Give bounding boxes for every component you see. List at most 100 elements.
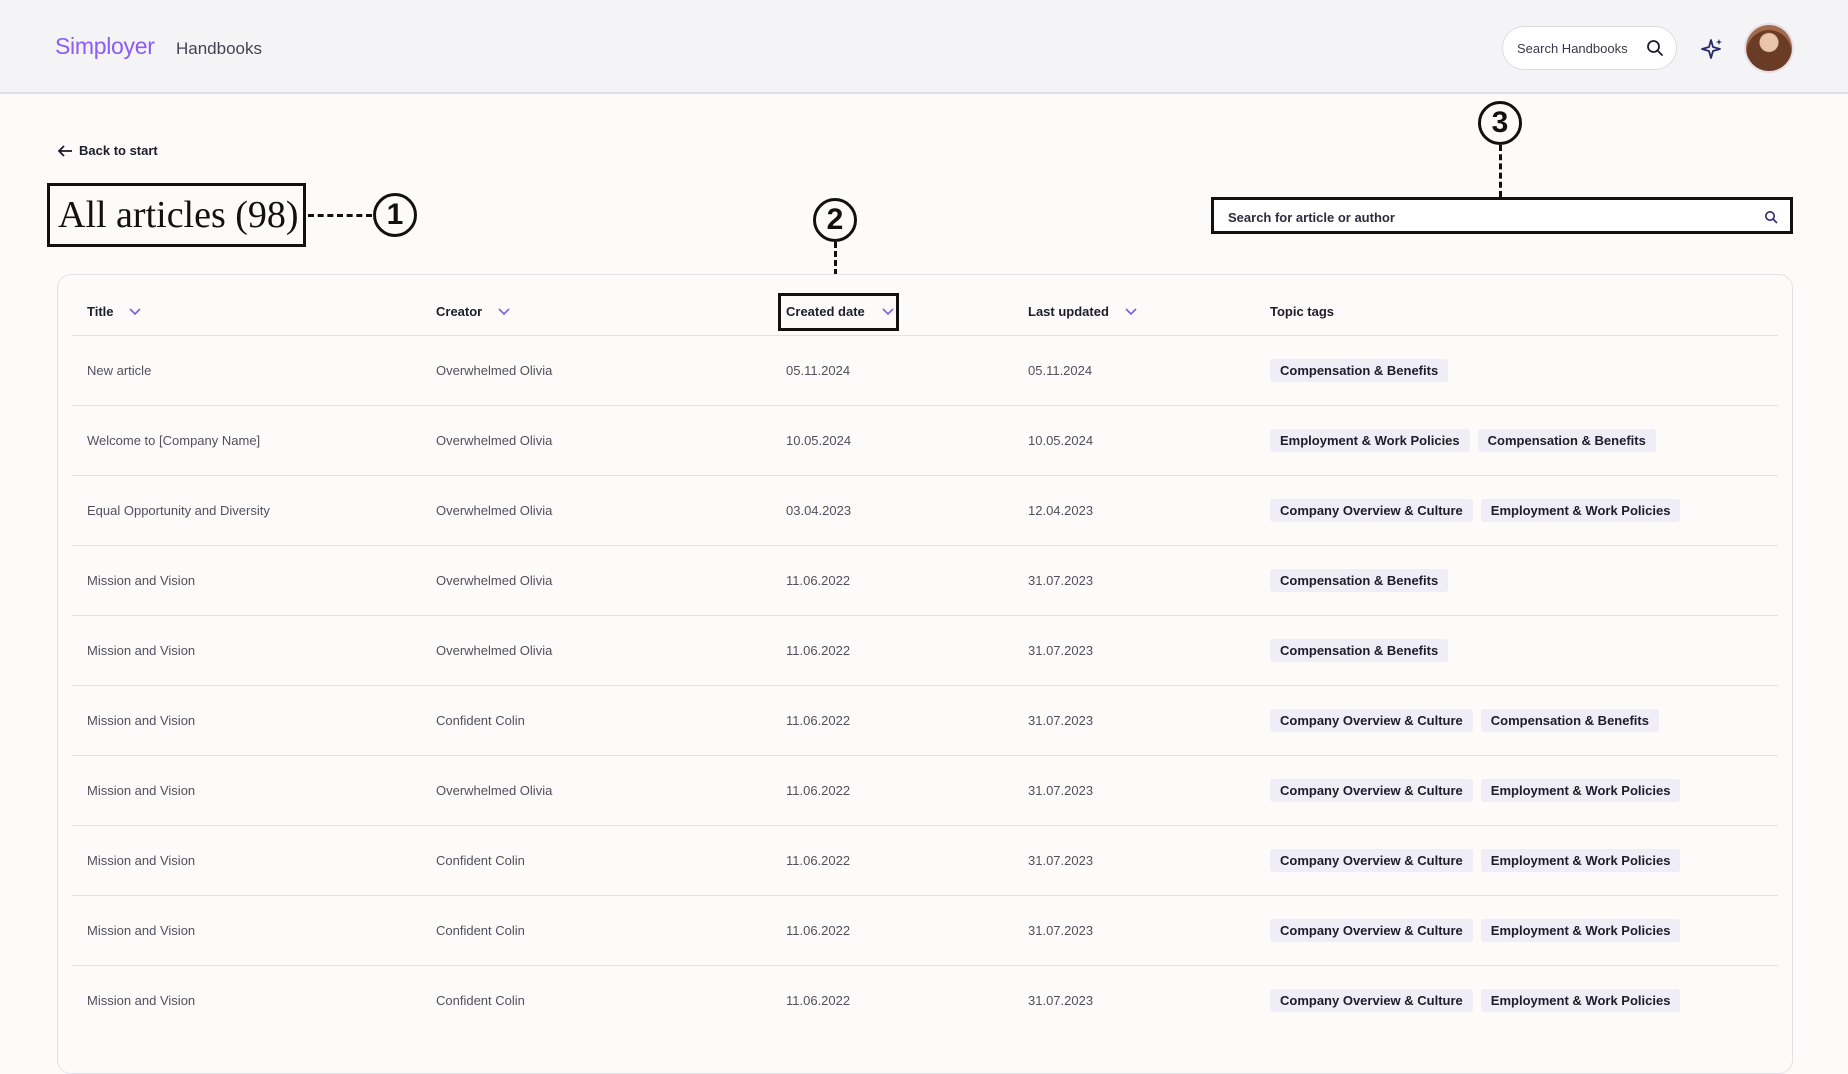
topic-tag[interactable]: Company Overview & Culture [1270, 779, 1473, 802]
ai-sparkle-icon[interactable] [1700, 37, 1724, 61]
row-divider [72, 685, 1778, 686]
cell-created-date: 11.06.2022 [786, 573, 851, 588]
cell-last-updated: 31.07.2023 [1028, 783, 1094, 798]
cell-title[interactable]: Mission and Vision [87, 853, 196, 868]
cell-creator: Confident Colin [436, 853, 525, 868]
app-name[interactable]: Handbooks [176, 39, 263, 58]
cell-title[interactable]: Mission and Vision [87, 643, 196, 658]
cell-title[interactable]: Mission and Vision [87, 923, 196, 938]
cell-creator: Confident Colin [436, 993, 525, 1008]
topic-tag[interactable]: Employment & Work Policies [1480, 779, 1681, 802]
topic-tags: Company Overview & Culture Employment & W… [1270, 849, 1681, 872]
back-to-start-link[interactable]: Back to start [57, 143, 158, 158]
callout-marker-3: 3 [1478, 101, 1522, 145]
app-logo[interactable]: Simployer [55, 33, 155, 59]
column-header-label: Title [87, 304, 114, 319]
top-bar: Simployer Handbooks Search Handbooks [0, 0, 1848, 94]
cell-creator: Overwhelmed Olivia [436, 363, 553, 378]
column-header-topic-tags: Topic tags [1270, 304, 1334, 319]
row-divider [72, 335, 1778, 336]
row-divider [72, 825, 1778, 826]
cell-creator: Confident Colin [436, 713, 525, 728]
column-header-label: Topic tags [1270, 304, 1335, 319]
topic-tag[interactable]: Employment & Work Policies [1480, 989, 1681, 1012]
column-header-last-updated[interactable]: Last updated [1028, 304, 1137, 319]
cell-created-date: 11.06.2022 [786, 923, 851, 938]
page-title: All articles (98) [47, 183, 306, 247]
cell-title[interactable]: Mission and Vision [87, 993, 196, 1008]
row-divider [72, 965, 1778, 966]
column-header-label: Creator [436, 304, 483, 319]
column-header-created-date[interactable]: Created date [786, 304, 894, 319]
cell-last-updated: 31.07.2023 [1028, 923, 1094, 938]
callout-connector-3 [1499, 145, 1502, 197]
cell-last-updated: 31.07.2023 [1028, 853, 1094, 868]
row-divider [72, 895, 1778, 896]
cell-created-date: 11.06.2022 [786, 853, 851, 868]
articles-table [57, 274, 1793, 1074]
back-label: Back to start [79, 143, 158, 158]
article-search-input[interactable]: Search for article or author [1211, 197, 1793, 234]
cell-creator: Confident Colin [436, 923, 525, 938]
topic-tags: Compensation & Benefits [1270, 639, 1449, 662]
row-divider [72, 545, 1778, 546]
row-divider [72, 405, 1778, 406]
chevron-down-icon [129, 308, 141, 316]
topic-tags: Employment & Work Policies Compensation &… [1270, 429, 1656, 452]
cell-title[interactable]: Welcome to [Company Name] [87, 433, 261, 448]
cell-creator: Overwhelmed Olivia [436, 643, 553, 658]
highlight-box-created-date [778, 293, 899, 331]
cell-title[interactable]: Mission and Vision [87, 783, 196, 798]
column-header-label: Last updated [1028, 304, 1109, 319]
topic-tag[interactable]: Employment & Work Policies [1480, 919, 1681, 942]
topic-tags: Company Overview & Culture Compensation &… [1270, 709, 1659, 732]
topic-tags: Company Overview & Culture Employment & W… [1270, 989, 1681, 1012]
callout-connector-1 [308, 214, 372, 217]
chevron-down-icon [882, 308, 894, 316]
cell-title[interactable]: New article [87, 363, 152, 378]
cell-last-updated: 31.07.2023 [1028, 573, 1094, 588]
cell-last-updated: 10.05.2024 [1028, 433, 1094, 448]
callout-marker-2: 2 [813, 198, 857, 242]
topic-tag[interactable]: Compensation & Benefits [1480, 709, 1659, 732]
topic-tag[interactable]: Company Overview & Culture [1270, 499, 1473, 522]
cell-created-date: 11.06.2022 [786, 713, 851, 728]
callout-marker-1: 1 [373, 193, 417, 237]
arrow-left-icon [57, 145, 72, 157]
cell-title[interactable]: Mission and Vision [87, 713, 196, 728]
topic-tag[interactable]: Employment & Work Policies [1480, 849, 1681, 872]
cell-title[interactable]: Mission and Vision [87, 573, 196, 588]
topic-tag[interactable]: Company Overview & Culture [1270, 709, 1473, 732]
cell-last-updated: 31.07.2023 [1028, 643, 1094, 658]
topic-tag[interactable]: Compensation & Benefits [1270, 639, 1449, 662]
cell-created-date: 10.05.2024 [786, 433, 852, 448]
chevron-down-icon [1124, 308, 1137, 316]
topic-tag[interactable]: Company Overview & Culture [1270, 849, 1473, 872]
cell-title[interactable]: Equal Opportunity and Diversity [87, 503, 270, 518]
search-icon [1647, 40, 1663, 56]
topic-tags: Company Overview & Culture Employment & W… [1270, 919, 1681, 942]
topic-tags: Compensation & Benefits [1270, 569, 1449, 592]
cell-creator: Overwhelmed Olivia [436, 573, 553, 588]
topic-tag[interactable]: Compensation & Benefits [1270, 359, 1449, 382]
user-avatar[interactable] [1746, 25, 1792, 71]
cell-created-date: 03.04.2023 [786, 503, 852, 518]
cell-creator: Overwhelmed Olivia [436, 783, 553, 798]
chevron-down-icon [498, 308, 510, 316]
topic-tag[interactable]: Compensation & Benefits [1270, 569, 1449, 592]
topic-tag[interactable]: Company Overview & Culture [1270, 989, 1473, 1012]
cell-created-date: 11.06.2022 [786, 783, 851, 798]
header-search-input[interactable]: Search Handbooks [1502, 26, 1677, 70]
cell-last-updated: 31.07.2023 [1028, 993, 1094, 1008]
header-search-placeholder: Search Handbooks [1517, 41, 1628, 56]
topic-tag[interactable]: Employment & Work Policies [1270, 429, 1470, 452]
column-header-title[interactable]: Title [87, 304, 141, 319]
topic-tag[interactable]: Company Overview & Culture [1270, 919, 1473, 942]
cell-created-date: 11.06.2022 [786, 643, 851, 658]
topic-tag[interactable]: Employment & Work Policies [1480, 499, 1681, 522]
topic-tag[interactable]: Compensation & Benefits [1477, 429, 1656, 452]
row-divider [72, 755, 1778, 756]
column-header-creator[interactable]: Creator [436, 304, 510, 319]
cell-last-updated: 31.07.2023 [1028, 713, 1094, 728]
cell-creator: Overwhelmed Olivia [436, 433, 553, 448]
